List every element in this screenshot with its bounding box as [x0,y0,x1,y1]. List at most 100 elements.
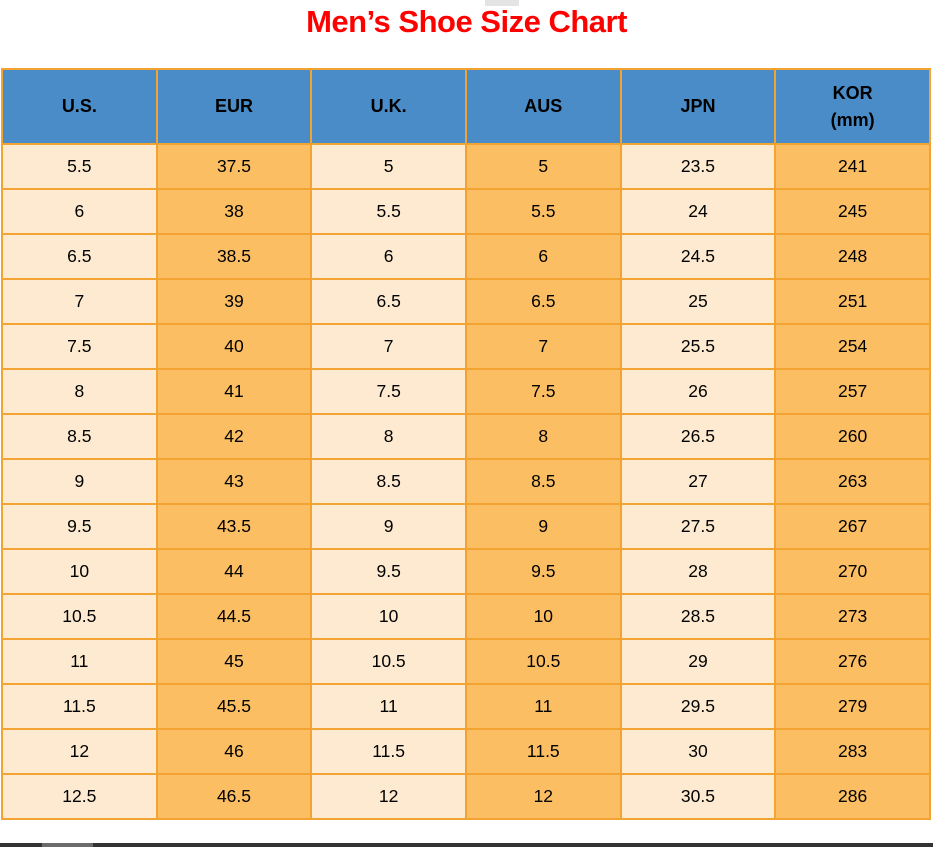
table-cell: 8.5 [1,413,158,460]
horizontal-scrollbar[interactable] [0,843,933,847]
table-cell: 24.5 [619,233,777,280]
column-header-label: U.S. [61,96,97,116]
scrollbar-thumb[interactable] [42,843,93,847]
table-cell: 260 [774,413,931,460]
table-cell: 5.5 [464,188,622,235]
table-cell: 43 [155,458,313,505]
table-row: 7 39 6.5 6.5 25 251 [1,278,931,325]
shoe-size-table: U.S. EUR U.K. AUS JPN KOR (mm) [1,68,931,820]
table-cell: 11.5 [464,728,622,775]
table-cell: 30 [619,728,777,775]
table-cell: 8 [464,413,622,460]
table-cell: 11.5 [310,728,467,775]
table-cell: 6 [464,233,622,280]
table-cell: 28.5 [619,593,777,640]
column-header-jpn: JPN [619,68,777,145]
table-row: 12 46 11.5 11.5 30 283 [1,728,931,775]
table-cell: 37.5 [155,143,313,190]
table-cell: 38 [155,188,313,235]
table-cell: 30.5 [619,773,777,820]
table-cell: 23.5 [619,143,777,190]
table-row: 5.5 37.5 5 5 23.5 241 [1,143,931,190]
table-cell: 29 [619,638,777,685]
table-cell: 9 [1,458,158,505]
page-title: Men’s Shoe Size Chart [306,4,627,39]
table-cell: 7 [310,323,467,370]
table-cell: 10 [464,593,622,640]
column-header-label: U.K. [370,96,407,116]
table-cell: 9.5 [310,548,467,595]
table-cell: 11 [464,683,622,730]
table-row: 8 41 7.5 7.5 26 257 [1,368,931,415]
table-cell: 263 [774,458,931,505]
table-cell: 44 [155,548,313,595]
column-header-sublabel: (mm) [830,109,875,130]
table-cell: 26.5 [619,413,777,460]
table-cell: 27.5 [619,503,777,550]
table-cell: 46.5 [155,773,313,820]
table-cell: 6 [310,233,467,280]
table-cell: 12 [464,773,622,820]
table-cell: 46 [155,728,313,775]
table-cell: 273 [774,593,931,640]
table-row: 12.5 46.5 12 12 30.5 286 [1,773,931,820]
table-cell: 27 [619,458,777,505]
table-cell: 45.5 [155,683,313,730]
table-cell: 29.5 [619,683,777,730]
table-cell: 8.5 [310,458,467,505]
table-cell: 245 [774,188,931,235]
table-cell: 11.5 [1,683,158,730]
table-header: U.S. EUR U.K. AUS JPN KOR (mm) [1,68,931,145]
table-cell: 45 [155,638,313,685]
table-row: 9.5 43.5 9 9 27.5 267 [1,503,931,550]
table-cell: 8.5 [464,458,622,505]
column-header-kor: KOR (mm) [774,68,931,145]
column-header-label: JPN [680,96,716,116]
table-cell: 276 [774,638,931,685]
table-cell: 38.5 [155,233,313,280]
table-header-row: U.S. EUR U.K. AUS JPN KOR (mm) [1,68,931,145]
table-cell: 270 [774,548,931,595]
column-header-label: KOR [832,82,873,103]
table-cell: 9.5 [1,503,158,550]
table-cell: 7 [464,323,622,370]
table-cell: 41 [155,368,313,415]
table-cell: 9 [464,503,622,550]
table-cell: 5 [464,143,622,190]
table-cell: 254 [774,323,931,370]
table-cell: 9.5 [464,548,622,595]
table-cell: 10 [310,593,467,640]
table-cell: 26 [619,368,777,415]
table-row: 10 44 9.5 9.5 28 270 [1,548,931,595]
table-cell: 25 [619,278,777,325]
table-row: 11 45 10.5 10.5 29 276 [1,638,931,685]
table-cell: 283 [774,728,931,775]
table-cell: 248 [774,233,931,280]
table-cell: 39 [155,278,313,325]
table-cell: 5.5 [310,188,467,235]
table-cell: 25.5 [619,323,777,370]
table-row: 10.5 44.5 10 10 28.5 273 [1,593,931,640]
table-cell: 44.5 [155,593,313,640]
window-crop-artifact [485,0,519,6]
table-cell: 7.5 [1,323,158,370]
table-row: 6.5 38.5 6 6 24.5 248 [1,233,931,280]
table-cell: 12.5 [1,773,158,820]
table-cell: 10.5 [310,638,467,685]
table-cell: 11 [1,638,158,685]
table-cell: 42 [155,413,313,460]
column-header-uk: U.K. [310,68,467,145]
table-row: 8.5 42 8 8 26.5 260 [1,413,931,460]
table-cell: 8 [1,368,158,415]
table-row: 9 43 8.5 8.5 27 263 [1,458,931,505]
table-cell: 10 [1,548,158,595]
table-cell: 251 [774,278,931,325]
table-row: 6 38 5.5 5.5 24 245 [1,188,931,235]
table-cell: 241 [774,143,931,190]
column-header-us: U.S. [1,68,158,145]
table-cell: 7.5 [310,368,467,415]
table-cell: 5.5 [1,143,158,190]
column-header-label: EUR [214,96,253,116]
table-cell: 6.5 [310,278,467,325]
